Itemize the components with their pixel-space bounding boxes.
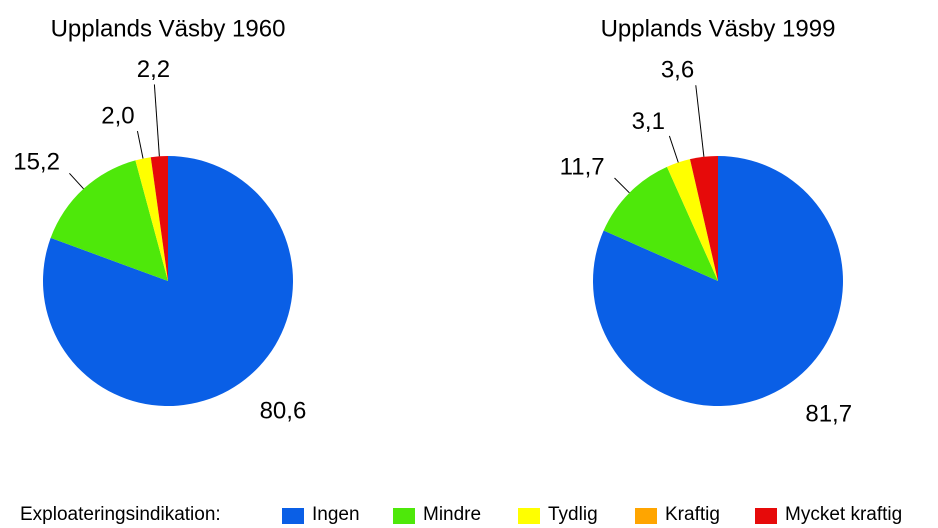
data-label: 2,2 — [137, 56, 170, 83]
legend-swatch — [635, 508, 657, 524]
pie-slice — [666, 159, 718, 281]
pie-slice — [135, 157, 168, 281]
pie-slice — [50, 160, 169, 281]
legend-label: Mycket kraftig — [785, 504, 902, 525]
legend-label: Tydlig — [548, 504, 598, 525]
data-label: 11,7 — [560, 153, 605, 180]
leader-line — [153, 84, 160, 157]
legend-label: Ingen — [312, 504, 360, 525]
legend-title: Exploateringsindikation: — [20, 504, 221, 525]
data-label: 81,7 — [805, 400, 852, 427]
legend-swatch — [755, 508, 777, 524]
leader-line — [668, 135, 679, 163]
pie-slice — [43, 156, 294, 407]
pie-slice — [689, 156, 718, 281]
data-label: 80,6 — [260, 398, 307, 425]
leader-line — [136, 130, 144, 159]
legend-label: Mindre — [423, 504, 481, 525]
pie-slice — [603, 166, 718, 281]
leader-line — [69, 172, 84, 190]
leader-line — [695, 85, 705, 157]
legend-swatch — [282, 508, 304, 524]
pie-slice — [150, 156, 168, 281]
legend-swatch — [518, 508, 540, 524]
data-label: 15,2 — [13, 148, 60, 175]
chart-title: Upplands Väsby 1960 — [51, 15, 286, 42]
chart-title: Upplands Väsby 1999 — [601, 15, 836, 42]
data-label: 2,0 — [101, 103, 134, 130]
data-label: 3,6 — [661, 57, 694, 84]
leader-line — [614, 177, 630, 194]
legend-swatch — [393, 508, 415, 524]
data-label: 3,1 — [632, 108, 665, 135]
legend-label: Kraftig — [665, 504, 720, 525]
